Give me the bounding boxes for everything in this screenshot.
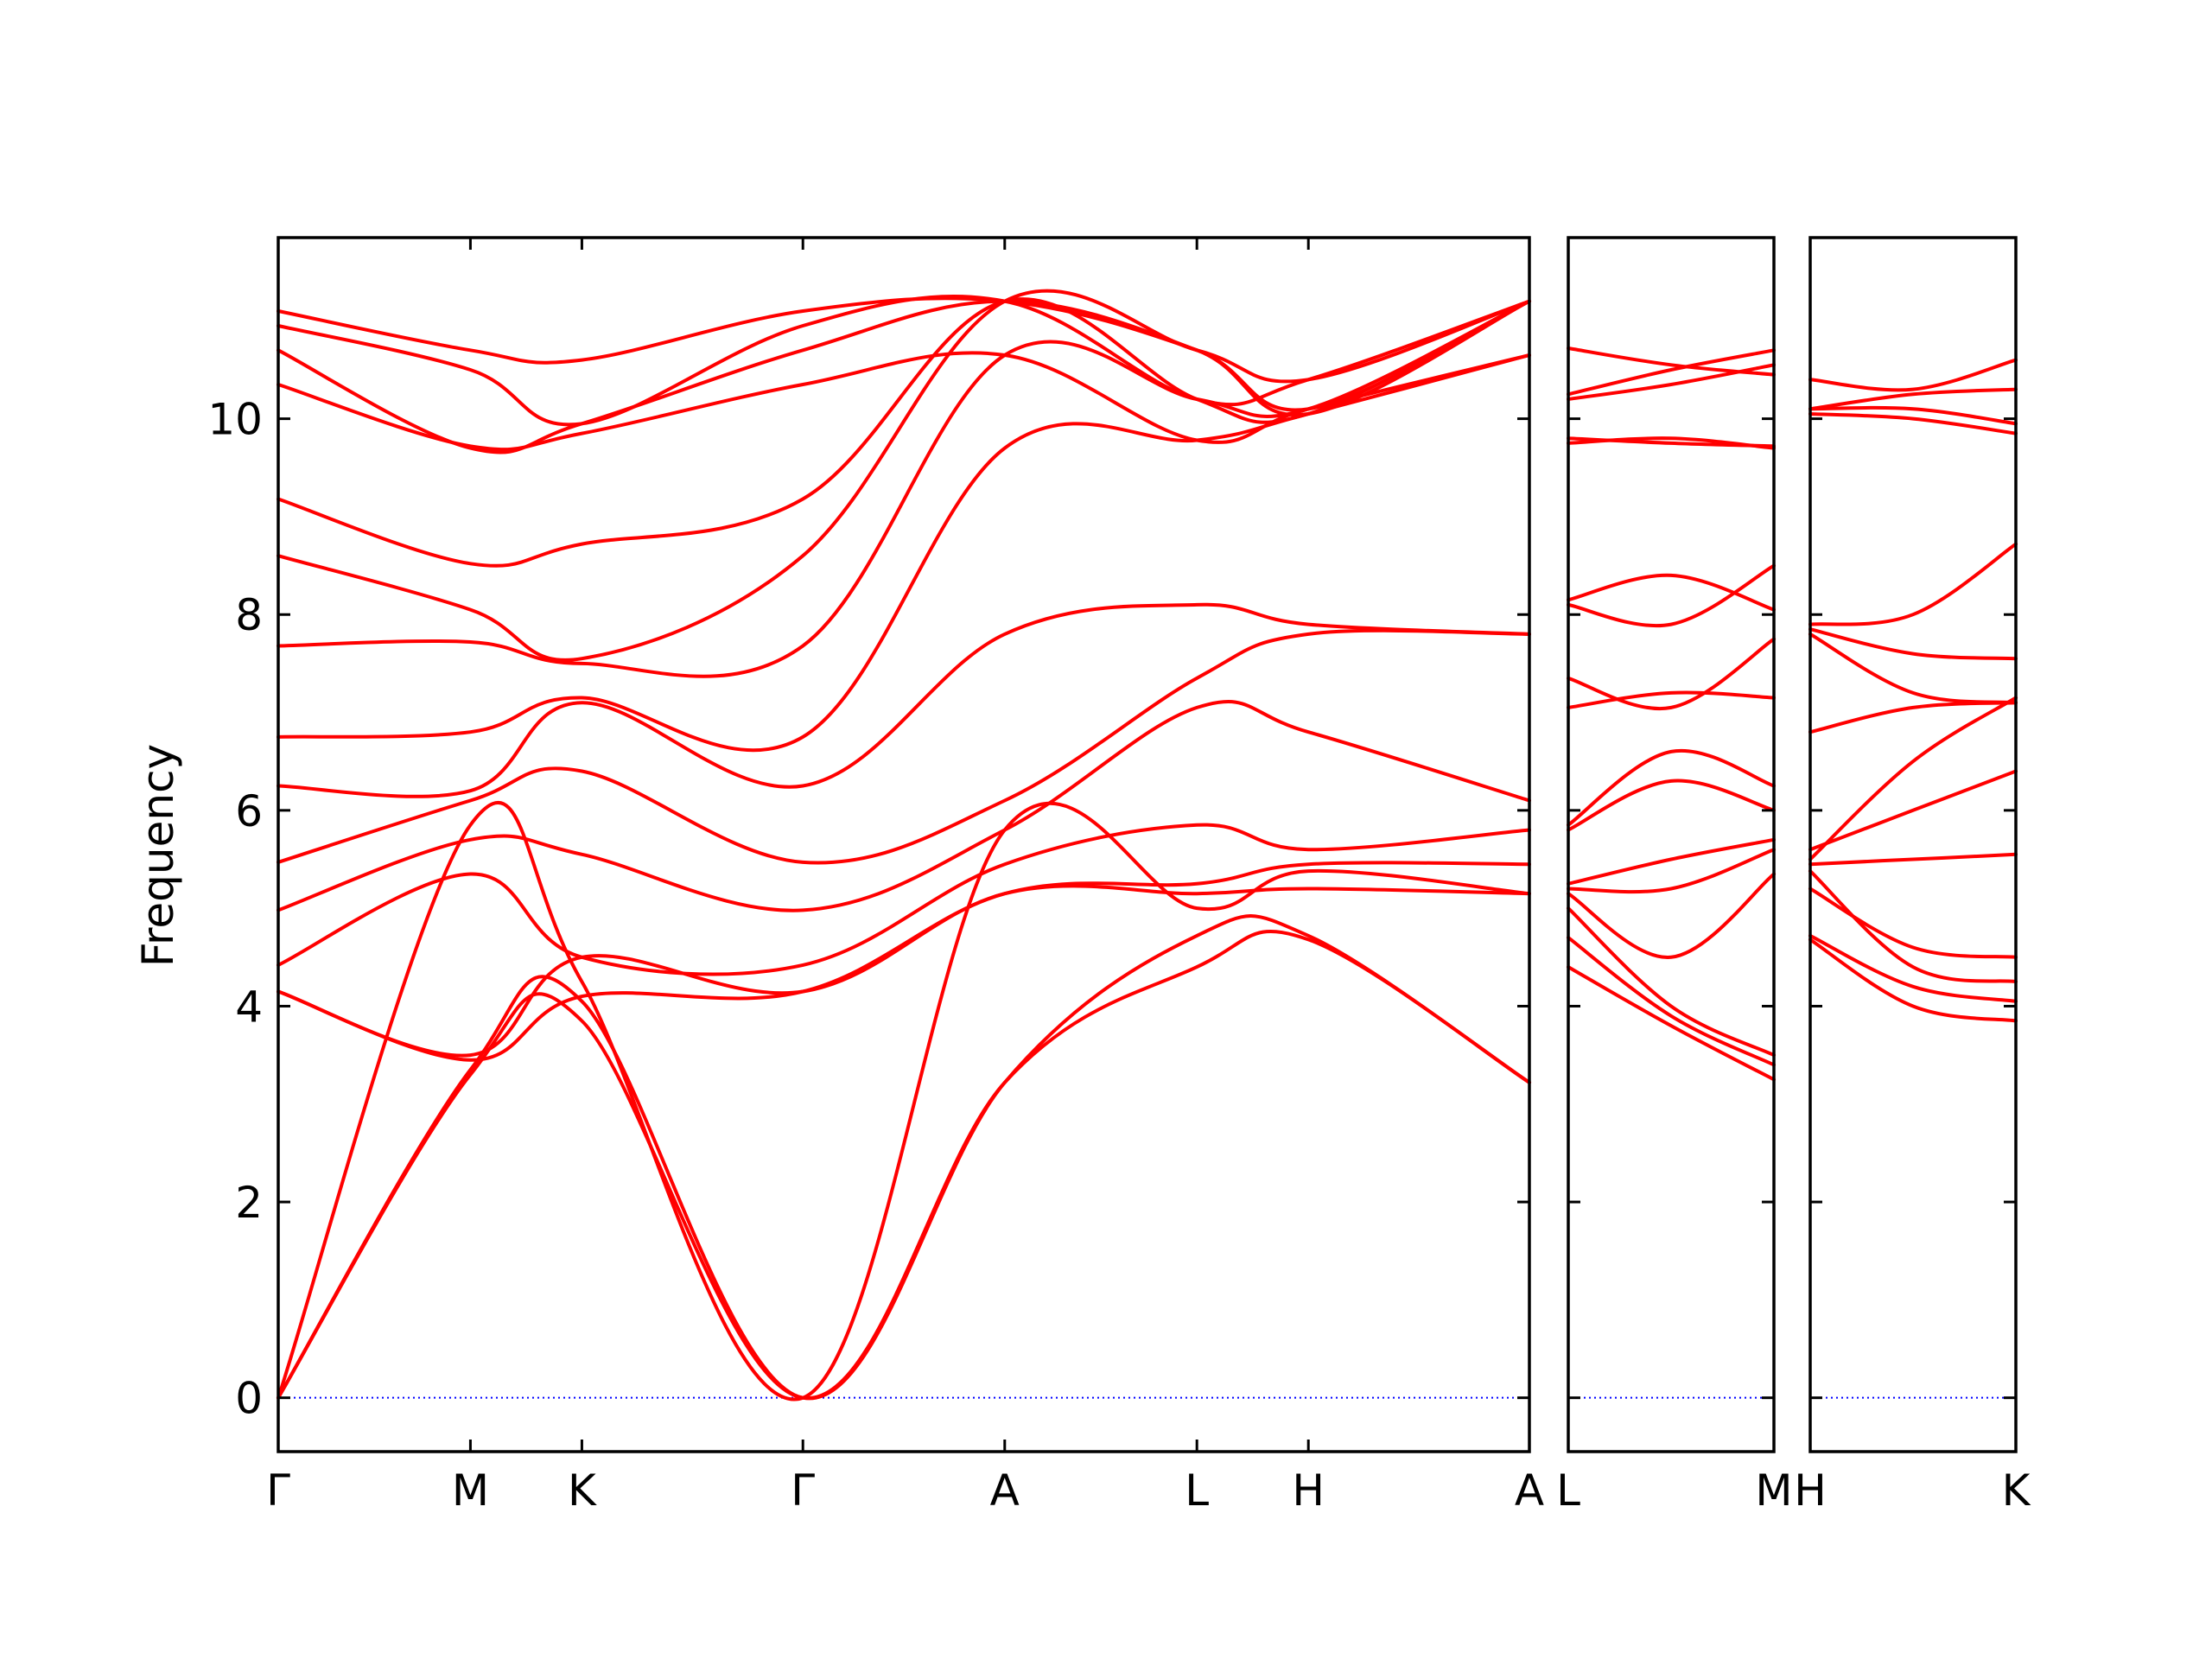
y-tick-label: 8 — [235, 590, 263, 640]
phonon-band-15 — [276, 299, 1531, 454]
phonon-band-6 — [1808, 769, 2018, 852]
y-tick-label: 6 — [235, 786, 263, 836]
phonon-band-5 — [1808, 852, 2018, 867]
phonon-band-16 — [1567, 348, 1776, 397]
phonon-band-3 — [1808, 869, 2018, 984]
x-tick-label: H — [1292, 1465, 1325, 1516]
phonon-band-7 — [1808, 701, 2018, 734]
phonon-band-11 — [276, 299, 1531, 678]
phonon-band-5 — [1567, 848, 1776, 894]
phonon-band-3 — [1567, 906, 1776, 1058]
phonon-band-14 — [1567, 436, 1776, 448]
phonon-band-12 — [1808, 412, 2018, 435]
phonon-band-8 — [1808, 696, 2018, 861]
phonon-band-3 — [276, 800, 1531, 1402]
phonon-band-12 — [1567, 573, 1776, 612]
phonon-band-10 — [276, 353, 1531, 753]
x-tick-label: K — [2002, 1465, 2031, 1516]
phonon-band-7 — [276, 699, 1531, 912]
phonon-band-6 — [1567, 837, 1776, 886]
phonon-band-10 — [1808, 627, 2018, 661]
x-tick-label: A — [990, 1465, 1020, 1516]
phonon-band-7 — [1567, 779, 1776, 832]
y-axis-tick-labels: 0 2 4 6 8 10 — [207, 395, 263, 1424]
x-tick-label: K — [568, 1465, 597, 1516]
phonon-band-9 — [1808, 632, 2018, 705]
phonon-band-5 — [276, 861, 1531, 1062]
phonon-band-2 — [1808, 933, 2018, 1003]
phonon-band-1 — [276, 929, 1531, 1400]
phonon-band-14 — [1808, 358, 2018, 392]
x-tick-label: Γ — [791, 1465, 815, 1516]
y-axis-label: Frequency — [133, 744, 183, 967]
phonon-band-15 — [1808, 387, 2018, 411]
phonon-band-2 — [1567, 936, 1776, 1067]
phonon-band-6 — [276, 823, 1531, 976]
phonon-band-4 — [1808, 887, 2018, 959]
phonon-band-2 — [276, 914, 1531, 1401]
x-tick-label: L — [1185, 1465, 1209, 1516]
panel-frame — [276, 236, 1531, 1453]
x-tick-label: Γ — [266, 1465, 290, 1516]
phonon-band-1 — [1567, 965, 1776, 1082]
phonon-band-8 — [1567, 748, 1776, 827]
y-tick-label: 0 — [235, 1374, 263, 1424]
phonon-band-15 — [1567, 363, 1776, 401]
phonon-band-8 — [276, 628, 1531, 865]
phonon-band-4 — [276, 884, 1531, 1058]
x-tick-label: M — [452, 1465, 489, 1516]
phonon-band-9 — [1567, 690, 1776, 709]
phonon-band-9 — [276, 602, 1531, 798]
panel-frame — [1808, 236, 2018, 1453]
x-tick-label: M — [1755, 1465, 1792, 1516]
phonon-band-11 — [1808, 542, 2018, 626]
x-tick-label: L — [1556, 1465, 1580, 1516]
phonon-band-11 — [1567, 563, 1776, 628]
phonon-band-1 — [1808, 938, 2018, 1023]
y-tick-label: 2 — [235, 1178, 263, 1228]
x-tick-label: A — [1515, 1465, 1544, 1516]
phonon-band-13 — [1808, 405, 2018, 426]
x-tick-label: H — [1794, 1465, 1827, 1516]
y-tick-label: 10 — [207, 395, 263, 445]
phonon-band-12 — [276, 289, 1531, 662]
phonon-band-17 — [1567, 346, 1776, 377]
phonon-band-10 — [1567, 637, 1776, 711]
phonon-band-4 — [1567, 872, 1776, 959]
phonon-band-13 — [276, 297, 1531, 568]
y-tick-label: 4 — [235, 982, 263, 1032]
panel-frame — [1567, 236, 1776, 1453]
phonon-band-17 — [276, 296, 1531, 412]
